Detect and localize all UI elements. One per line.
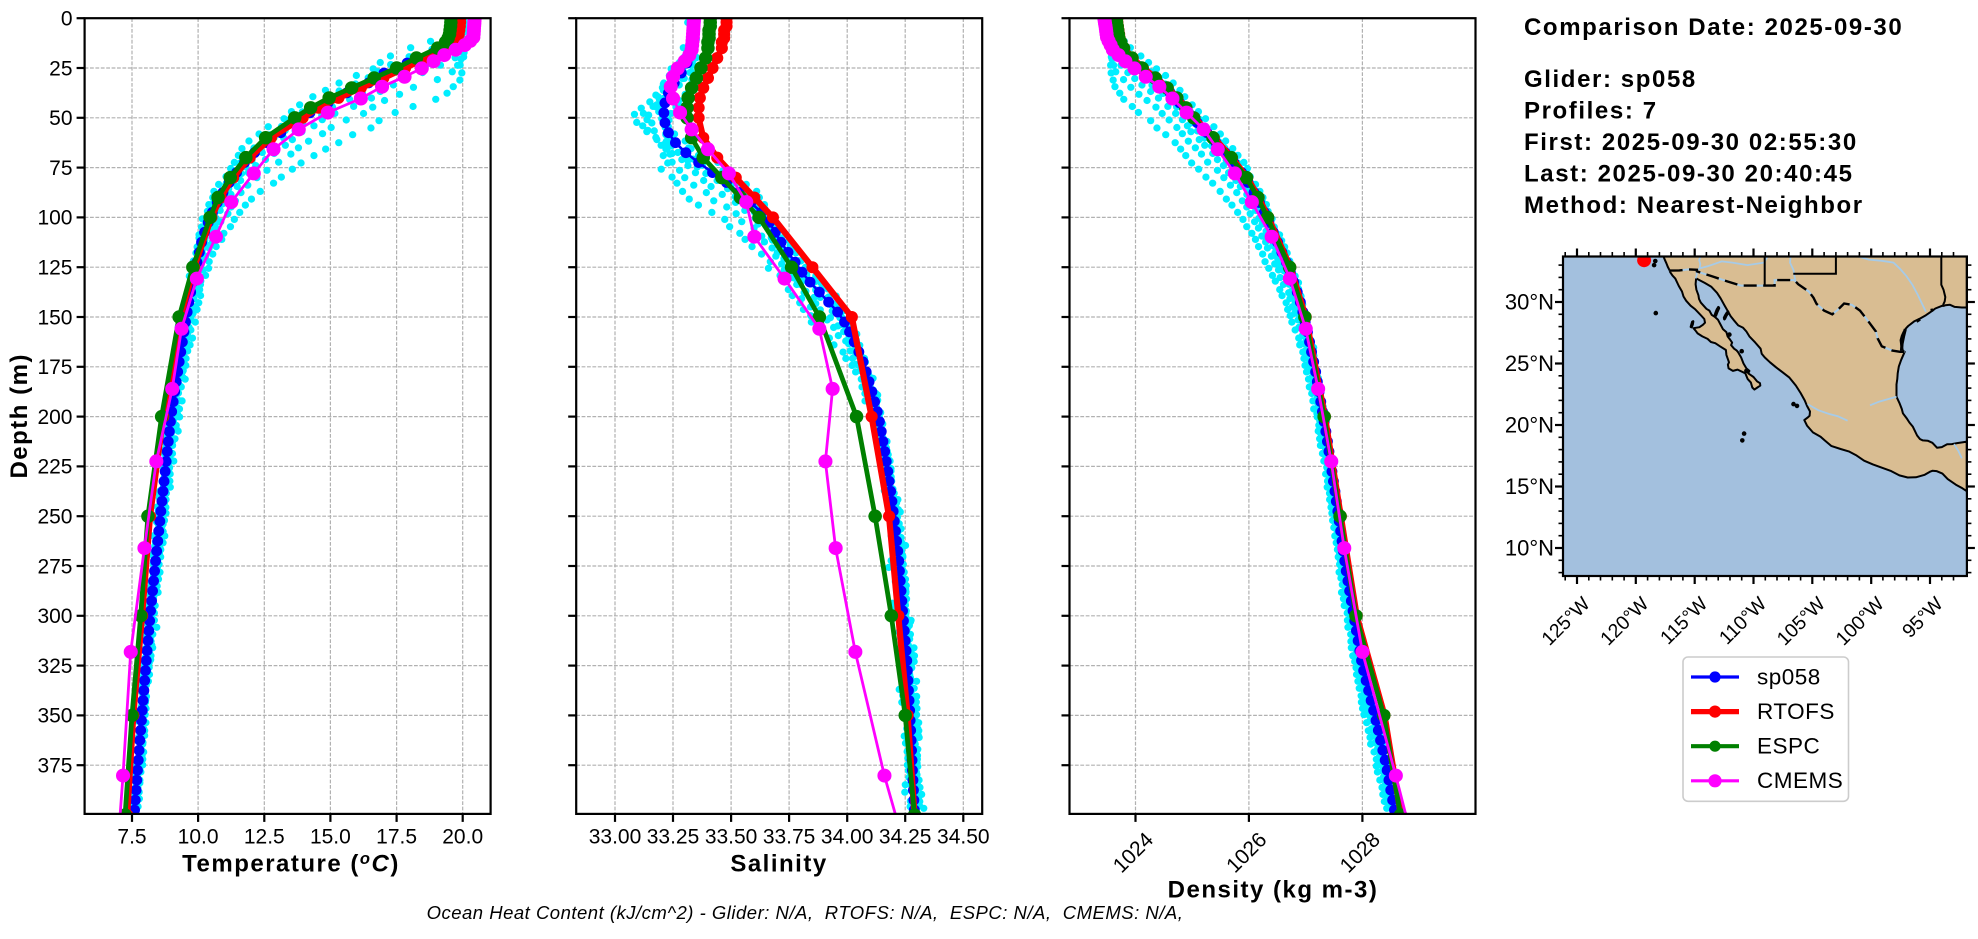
svg-text:0: 0 xyxy=(61,8,73,31)
svg-text:Method: Nearest-Neighbor: Method: Nearest-Neighbor xyxy=(1524,192,1864,219)
svg-text:300: 300 xyxy=(37,605,72,628)
svg-text:33.50: 33.50 xyxy=(705,826,758,849)
svg-text:Depth (m): Depth (m) xyxy=(6,353,33,478)
svg-text:sp058: sp058 xyxy=(1757,664,1821,689)
svg-text:Last: 2025-09-30 20:40:45: Last: 2025-09-30 20:40:45 xyxy=(1524,161,1854,188)
svg-text:17.5: 17.5 xyxy=(376,826,417,849)
svg-text:25: 25 xyxy=(49,57,72,80)
svg-text:250: 250 xyxy=(37,506,72,529)
svg-text:275: 275 xyxy=(37,555,72,578)
svg-text:33.25: 33.25 xyxy=(647,826,700,849)
svg-text:25°N: 25°N xyxy=(1505,351,1554,376)
svg-text:33.75: 33.75 xyxy=(763,826,816,849)
svg-text:175: 175 xyxy=(37,356,72,379)
svg-text:15.0: 15.0 xyxy=(310,826,351,849)
svg-text:350: 350 xyxy=(37,705,72,728)
svg-text:100: 100 xyxy=(37,207,72,230)
svg-text:125: 125 xyxy=(37,257,72,280)
svg-text:225: 225 xyxy=(37,456,72,479)
svg-text:325: 325 xyxy=(37,655,72,678)
svg-text:First: 2025-09-30 02:55:30: First: 2025-09-30 02:55:30 xyxy=(1524,129,1858,156)
svg-text:33.00: 33.00 xyxy=(589,826,642,849)
svg-text:34.50: 34.50 xyxy=(937,826,990,849)
svg-text:20°N: 20°N xyxy=(1505,413,1554,438)
svg-text:30°N: 30°N xyxy=(1505,290,1554,315)
svg-text:20.0: 20.0 xyxy=(442,826,483,849)
svg-text:12.5: 12.5 xyxy=(244,826,285,849)
svg-text:10.0: 10.0 xyxy=(178,826,219,849)
svg-text:Density (kg m-3): Density (kg m-3) xyxy=(1168,877,1379,904)
svg-text:Profiles: 7: Profiles: 7 xyxy=(1524,98,1658,125)
svg-text:Comparison Date: 2025-09-30: Comparison Date: 2025-09-30 xyxy=(1524,14,1903,41)
svg-text:CMEMS: CMEMS xyxy=(1757,768,1843,793)
svg-text:34.25: 34.25 xyxy=(879,826,932,849)
svg-text:Ocean Heat Content (kJ/cm^2) -: Ocean Heat Content (kJ/cm^2) - Glider: N… xyxy=(427,902,1184,923)
svg-text:10°N: 10°N xyxy=(1505,536,1554,561)
svg-text:50: 50 xyxy=(49,107,72,130)
svg-text:34.00: 34.00 xyxy=(821,826,874,849)
svg-text:375: 375 xyxy=(37,755,72,778)
svg-text:Salinity: Salinity xyxy=(730,851,827,878)
svg-text:ESPC: ESPC xyxy=(1757,734,1820,759)
svg-text:Glider: sp058: Glider: sp058 xyxy=(1524,66,1697,93)
svg-text:7.5: 7.5 xyxy=(117,826,146,849)
svg-text:RTOFS: RTOFS xyxy=(1757,699,1835,724)
svg-text:75: 75 xyxy=(49,157,72,180)
svg-text:150: 150 xyxy=(37,306,72,329)
svg-text:15°N: 15°N xyxy=(1505,474,1554,499)
svg-text:200: 200 xyxy=(37,406,72,429)
